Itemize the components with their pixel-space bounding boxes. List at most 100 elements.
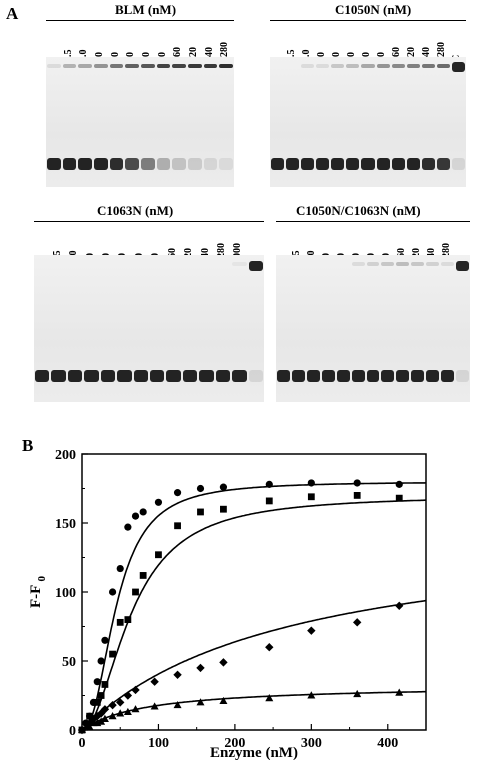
gel-title-rule [270,20,466,21]
lower-band [426,369,440,382]
upper-band [391,63,405,68]
upper-band [366,262,380,267]
lower-band [182,369,198,382]
lower-band [248,369,263,382]
upper-band [141,63,155,68]
lower-band [47,158,61,171]
data-point-circle [173,489,182,497]
upper-band [62,63,77,68]
upper-band [94,63,108,68]
gel-image [46,57,234,187]
upper-band [441,262,455,267]
upper-band [376,63,390,68]
data-point-square [353,492,361,499]
lower-band [215,369,231,382]
data-point-triangle [173,700,182,709]
data-point-circle [116,564,124,573]
lower-band [117,369,132,382]
upper-band [331,63,345,68]
lower-band [271,158,285,171]
upper-band [188,63,202,68]
data-point-square [132,588,139,596]
lane-labels: 02.55.010203040801603206401280 [46,22,234,62]
gel-title: C1063N (nM) [97,203,174,218]
panel-b-label: B [22,436,34,455]
x-tick-label: 400 [377,736,398,751]
lower-band [232,369,247,382]
upper-band [47,63,61,68]
lower-band [411,369,425,382]
lower-band [35,369,50,382]
data-point-triangle [265,694,274,702]
gel-image [34,255,264,402]
data-point-triangle [123,707,132,716]
upper-band [421,63,435,68]
lower-band [94,158,108,171]
data-point-circle [219,483,228,491]
data-point-square [109,650,116,658]
panel-a-label: A [6,4,19,23]
data-point-triangle [85,723,94,731]
lower-band [78,158,92,171]
gel-image [270,57,466,187]
x-axis-label: Enzyme (nM) [210,745,298,760]
lower-band [336,369,350,382]
lower-band [150,369,165,382]
data-point-square [124,616,132,623]
upper-band [406,63,420,68]
lower-band [376,158,390,171]
data-point-diamond [108,700,117,710]
data-point-diamond [307,626,316,635]
data-point-triangle [97,717,106,725]
upper-band [301,63,315,68]
x-tick-label: 200 [224,736,245,751]
data-point-triangle [395,688,404,696]
gel-title: BLM (nM) [115,2,177,17]
data-point-triangle [131,705,140,713]
lower-band [361,158,375,171]
data-point-square [220,505,227,513]
data-point-circle [97,657,105,665]
lower-band [451,158,465,171]
data-point-diamond [150,677,159,686]
upper-band [361,63,375,68]
data-point-triangle [307,691,316,699]
upper-band [78,63,92,68]
data-point-square [97,692,105,699]
upper-band [203,63,218,68]
lower-band [100,369,116,382]
upper-band [232,262,247,267]
y-axis-label-subscript: 0 [36,575,48,581]
data-point-triangle [78,725,86,733]
data-point-diamond [173,670,182,679]
lower-band [166,369,181,382]
data-point-triangle [353,689,362,698]
lower-band [286,158,300,171]
upper-band [219,63,233,68]
data-point-square [197,508,204,516]
data-point-diamond [131,685,140,695]
x-tick-label: 300 [301,736,322,751]
x-tick-label: 100 [148,736,169,751]
data-point-square [86,712,94,720]
lower-band [277,369,290,382]
data-point-triangle [100,714,109,722]
data-point-circle [101,636,109,644]
lower-band [331,158,345,171]
y-tick-label: 200 [55,450,76,463]
lower-band [109,158,124,171]
lower-band [203,158,218,171]
y-axis-label: F-F 0 [28,575,48,608]
lower-band [346,158,360,171]
data-point-triangle [116,709,125,717]
lower-band [406,158,420,171]
upper-band [381,262,395,267]
lower-band [141,158,155,171]
data-point-diamond [265,643,274,652]
y-tick-label: 100 [55,586,76,601]
data-point-square [101,681,109,688]
upper-band [426,262,440,267]
data-point-circle [307,479,315,487]
lower-band [456,369,469,382]
lower-band [172,158,186,171]
